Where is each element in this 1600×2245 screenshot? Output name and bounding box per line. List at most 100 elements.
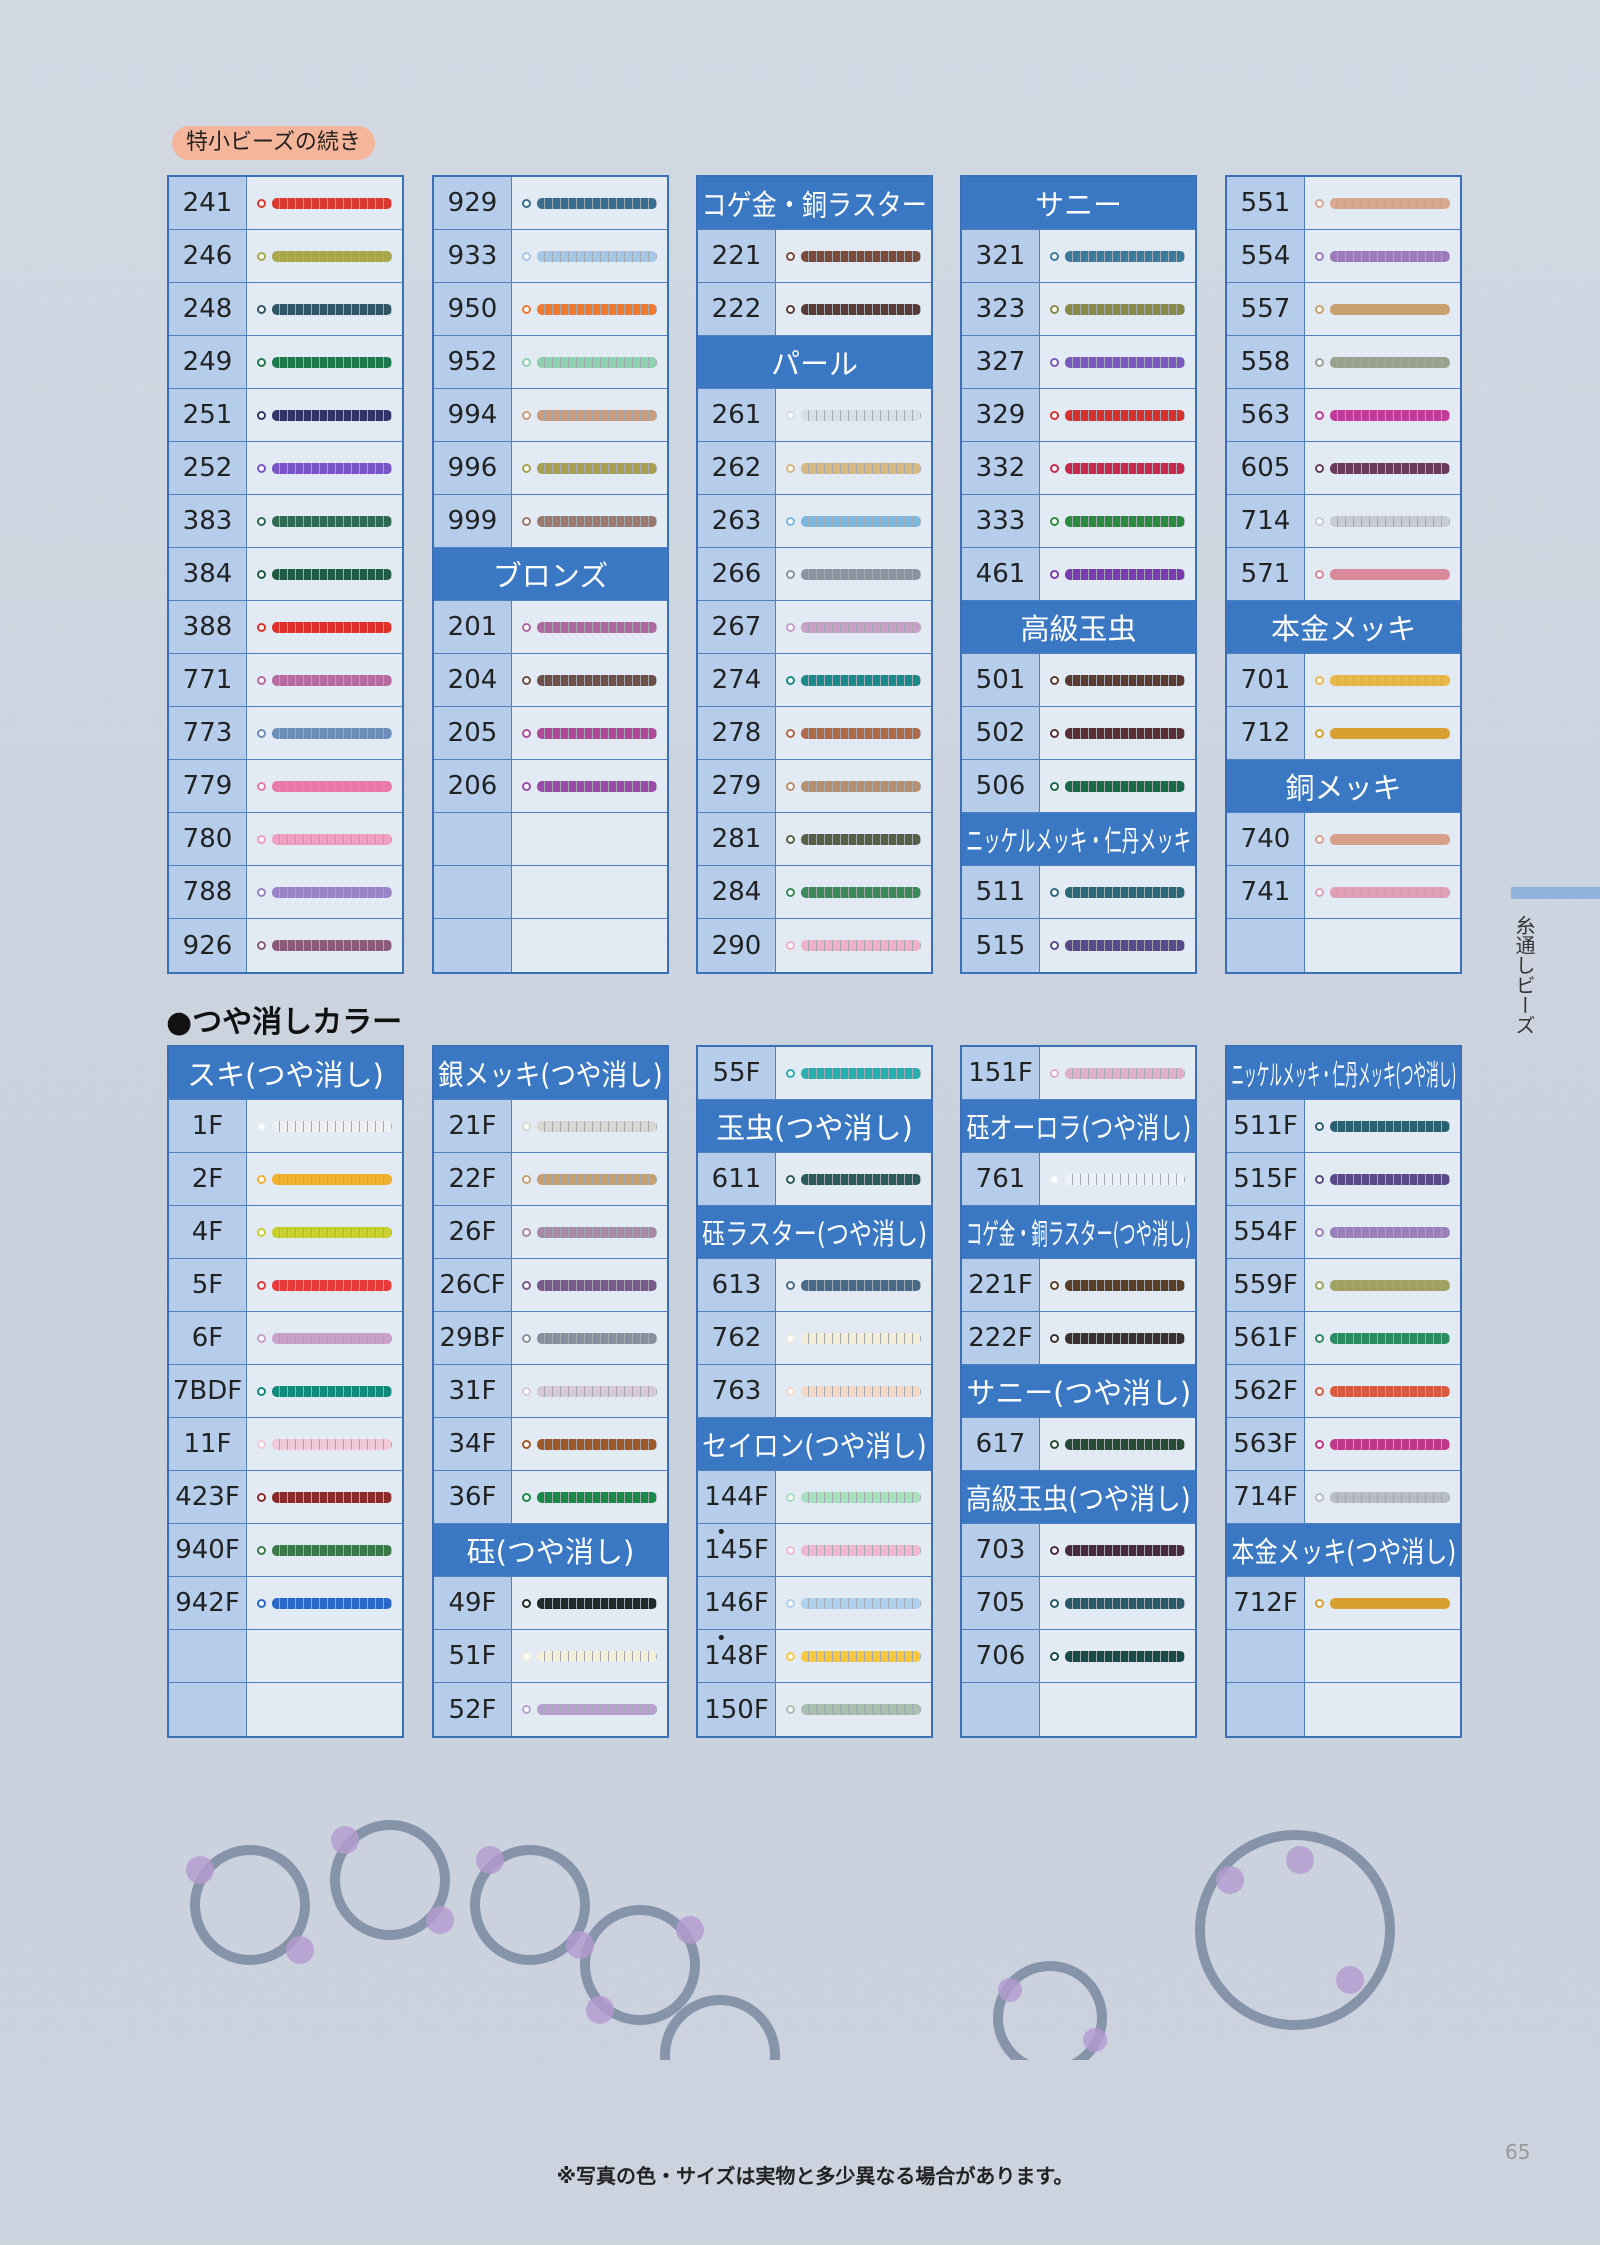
code-cell: 502 — [962, 707, 1040, 759]
bead-code: 52F — [448, 1694, 497, 1725]
bead-strand — [801, 780, 921, 792]
code-cell: 49F — [434, 1577, 512, 1629]
code-cell: 952 — [434, 336, 512, 388]
code-cell: 942F — [169, 1577, 247, 1629]
bead-strand — [801, 1491, 921, 1503]
swatch-cell — [776, 760, 931, 812]
bead-row: 563F — [1227, 1418, 1460, 1471]
bead-end — [1050, 569, 1059, 579]
bead-strand — [801, 1597, 921, 1609]
bead-row — [434, 866, 667, 919]
group-heading: セイロン(つや消し) — [698, 1418, 931, 1471]
swatch-cell — [1040, 1259, 1195, 1311]
bead-row: 461 — [962, 548, 1195, 601]
swatch-cell — [1040, 442, 1195, 494]
bead-strand — [1065, 1650, 1185, 1662]
swatch-cell — [1040, 1418, 1195, 1470]
bead-strand — [537, 1120, 657, 1132]
group-heading: 砡(つや消し) — [434, 1524, 667, 1577]
bead-code: 51F — [448, 1641, 497, 1671]
bead-row: 279 — [698, 760, 931, 813]
bead-code: 554 — [1240, 241, 1291, 271]
bead-code: 221F — [968, 1270, 1033, 1300]
bead-strand — [1330, 1597, 1450, 1609]
bead-code: 49F — [448, 1588, 497, 1618]
code-cell: 762 — [698, 1312, 776, 1364]
bead-row: 51F — [434, 1630, 667, 1683]
bead-end — [1315, 1121, 1324, 1131]
swatch-cell — [1305, 1312, 1460, 1364]
bead-code: 263 — [711, 506, 762, 536]
swatch-cell — [247, 230, 402, 282]
bead-row: 261 — [698, 389, 931, 442]
bead-code: 333 — [975, 506, 1026, 536]
bead-row: 942F — [169, 1577, 402, 1630]
swatch-cell — [1305, 389, 1460, 441]
bead-code: 327 — [975, 347, 1026, 377]
bead-code: 605 — [1240, 453, 1291, 483]
bead-end — [257, 1492, 266, 1502]
bead-code: 780 — [182, 824, 233, 854]
bead-row: 246 — [169, 230, 402, 283]
heading-text: 高級玉虫(つや消し) — [966, 1482, 1191, 1516]
bead-strand — [537, 303, 657, 315]
bead-row: 762 — [698, 1312, 931, 1365]
swatch-cell — [512, 919, 667, 972]
code-cell: 5F — [169, 1259, 247, 1311]
code-cell: 571 — [1227, 548, 1305, 600]
bead-end — [1315, 304, 1324, 314]
swatch-cell — [1040, 919, 1195, 972]
bead-strand — [1065, 674, 1185, 686]
heading-text: ニッケルメッキ・仁丹メッキ — [966, 824, 1192, 858]
bead-code: 22F — [448, 1164, 497, 1194]
swatch-cell — [1305, 336, 1460, 388]
bead-strand — [1065, 940, 1185, 951]
bead-strand — [272, 409, 392, 421]
bead-row: 222F — [962, 1312, 1195, 1365]
bead-row: 714 — [1227, 495, 1460, 548]
bead-end — [1315, 887, 1324, 897]
group-heading: 高級玉虫 — [962, 601, 1195, 654]
bead-row: 150F — [698, 1683, 931, 1736]
code-cell: 515 — [962, 919, 1040, 972]
bead-end — [1050, 463, 1059, 473]
bead-code: 246 — [182, 241, 233, 271]
bead-end — [786, 251, 795, 261]
bead-row: 267 — [698, 601, 931, 654]
bead-strand — [272, 621, 392, 633]
bead-code: 384 — [182, 559, 233, 589]
code-cell: 617 — [962, 1418, 1040, 1470]
swatch-cell — [247, 1365, 402, 1417]
bead-row: 251 — [169, 389, 402, 442]
bead-code: 788 — [182, 877, 233, 907]
section-label: 特小ビーズの続き — [172, 126, 375, 160]
swatch-cell — [1305, 1471, 1460, 1523]
bead-row: 994 — [434, 389, 667, 442]
swatch-cell — [512, 760, 667, 812]
swatch-cell — [512, 601, 667, 653]
bead-code: 712F — [1233, 1588, 1298, 1618]
bead-end — [1315, 516, 1324, 526]
swatch-cell — [1305, 866, 1460, 918]
bead-code: 205 — [447, 718, 498, 748]
bead-code: 762 — [711, 1323, 762, 1353]
bead-code: 29BF — [439, 1323, 506, 1353]
bead-end — [786, 622, 795, 632]
bead-row: 611 — [698, 1153, 931, 1206]
swatch-cell — [776, 1683, 931, 1736]
swatch-cell — [776, 919, 931, 972]
bead-strand — [272, 1226, 392, 1238]
code-cell: 740 — [1227, 813, 1305, 865]
swatch-cell — [1305, 283, 1460, 335]
bead-column: ニッケルメッキ・仁丹メッキ(つや消し) 511F 515F 554F 559F 561F 5… — [1225, 1045, 1462, 1738]
code-cell: 34F — [434, 1418, 512, 1470]
code-cell: 323 — [962, 283, 1040, 335]
swatch-cell — [247, 336, 402, 388]
bead-row: 999 — [434, 495, 667, 548]
bead-end — [522, 1598, 531, 1608]
bead-code: 5F — [191, 1270, 224, 1300]
code-cell: 613 — [698, 1259, 776, 1311]
code-cell: 31F — [434, 1365, 512, 1417]
swatch-cell — [247, 1630, 402, 1682]
bead-row — [169, 1630, 402, 1683]
